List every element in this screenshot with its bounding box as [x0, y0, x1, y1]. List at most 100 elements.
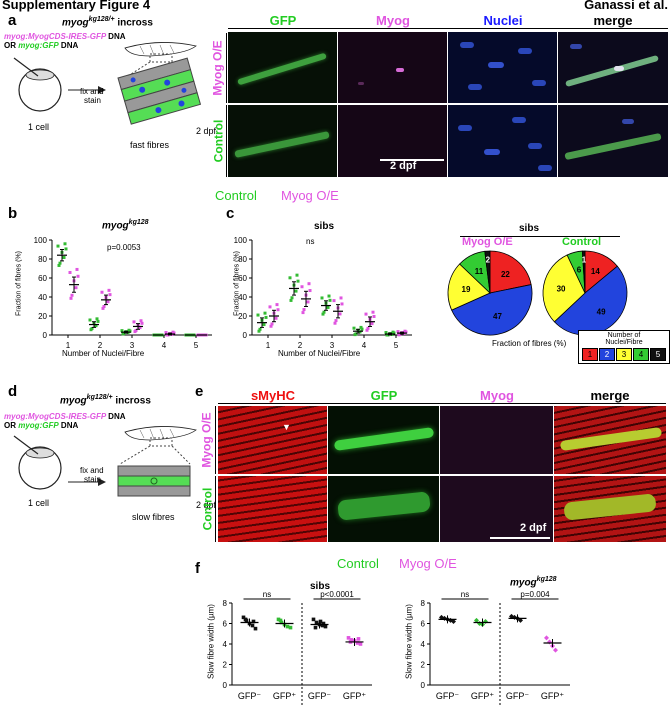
data-point [322, 310, 326, 314]
data-point [253, 626, 258, 631]
legend-swatch: 4 [633, 348, 649, 361]
x-tick-label: GFP⁻ [308, 691, 332, 701]
col-header-myog-e: Myog [440, 388, 554, 404]
y-tick-label: 8 [223, 599, 228, 608]
stat-label: p<0.0001 [320, 590, 354, 599]
data-point [302, 308, 306, 312]
data-point [318, 619, 323, 624]
x-tick-label: 3 [330, 341, 335, 350]
y-tick-label: 0 [421, 681, 426, 690]
schematic-a [13, 42, 202, 125]
data-point [251, 619, 256, 624]
data-point [102, 305, 106, 308]
data-point [88, 318, 92, 322]
data-point [70, 293, 74, 297]
data-point [264, 315, 268, 319]
micrograph-a-merge-ctrl [558, 105, 668, 177]
data-point [326, 305, 330, 309]
y-tick-label: 80 [238, 255, 247, 264]
arrowhead-icon: ▼ [282, 422, 291, 432]
pie-label: 1 [582, 255, 587, 264]
micrograph-a-myog-ctrl [338, 105, 447, 177]
data-point [355, 641, 360, 645]
chart-b-pvalue: p=0.0053 [107, 243, 141, 252]
x-tick-label: 1 [66, 341, 71, 350]
larva-icon [124, 426, 197, 441]
y-tick-label: 0 [223, 681, 228, 690]
chart-c: 0 20 40 60 80 100 1 2 3 4 5 [234, 236, 412, 350]
dpf-label-d: 2 dpf [196, 500, 217, 510]
row-header-control: Control [210, 105, 227, 177]
scale-label-e: 2 dpf [520, 522, 547, 534]
data-point [356, 637, 361, 641]
data-point [323, 624, 328, 629]
data-point [100, 290, 104, 294]
data-point [364, 312, 368, 316]
data-point [268, 305, 272, 309]
pies-chart: 22 47 19 112 14 49 30 61 [447, 250, 628, 336]
col-header-gfp: GFP [228, 13, 338, 29]
data-point [288, 625, 293, 630]
pie-slice [489, 250, 532, 294]
fibres-label-a: fast fibres [130, 140, 170, 150]
data-point [338, 312, 342, 316]
x-tick-label: 4 [362, 341, 367, 350]
data-point [300, 285, 304, 289]
pie-myog-label: Myog O/E [462, 236, 513, 248]
chart-c-ns: ns [306, 237, 315, 246]
panel-label-e: e [195, 383, 204, 400]
data-point [270, 322, 274, 326]
data-point [107, 288, 111, 292]
data-point [289, 298, 293, 302]
chart-c-title: sibs [314, 221, 335, 232]
micrograph-a-myog-oe [338, 32, 447, 103]
y-tick-label: 6 [421, 620, 426, 629]
data-point [257, 329, 261, 333]
slow-fibres-icon [117, 465, 191, 497]
data-point [258, 327, 262, 331]
data-point [307, 282, 311, 286]
data-point [108, 293, 112, 297]
data-point [483, 618, 488, 624]
legend-swatch: 5 [650, 348, 666, 361]
micrograph-a-merge-oe [558, 32, 668, 103]
col-header-merge-e: merge [554, 388, 666, 404]
micrograph-e-smyhc-oe: ▼ [218, 406, 327, 474]
pie-label: 11 [475, 267, 484, 276]
dna-label-a1: myog:MyogCDS-IRES-GFP DNA [4, 32, 126, 41]
pie-label: 6 [577, 265, 582, 274]
legend-f-myog-oe: Myog O/E [399, 556, 457, 571]
data-point [296, 279, 300, 283]
data-point [518, 617, 523, 623]
fix-label-d: fix and [80, 466, 104, 475]
col-header-smyhc: sMyHC [218, 388, 328, 404]
data-point [327, 294, 331, 298]
data-point [95, 317, 99, 321]
data-point [509, 613, 514, 619]
data-point [365, 328, 369, 332]
chart-f-left-title: sibs [310, 581, 331, 592]
data-point [120, 329, 124, 333]
legend-control: Control [215, 188, 257, 203]
data-point [256, 313, 260, 317]
x-tick-label: GFP⁻ [238, 691, 262, 701]
x-tick-label: 2 [98, 341, 103, 350]
x-tick-label: GFP⁺ [541, 691, 565, 701]
pie-slice [581, 250, 586, 294]
data-point [94, 324, 98, 328]
data-point [334, 319, 338, 323]
data-point [397, 333, 401, 337]
needle-icon [13, 435, 39, 455]
data-point [359, 325, 363, 329]
legend-swatch: 3 [616, 348, 632, 361]
data-point [127, 328, 131, 332]
scale-label-a: 2 dpf [390, 160, 417, 172]
data-point [171, 330, 175, 334]
y-tick-label: 60 [238, 274, 247, 283]
data-point [285, 624, 290, 629]
data-point [279, 620, 284, 625]
chart-c-ylabel: Fraction of fibres (%) [233, 251, 241, 316]
scale-bar-e [490, 537, 550, 539]
data-point [313, 625, 318, 630]
